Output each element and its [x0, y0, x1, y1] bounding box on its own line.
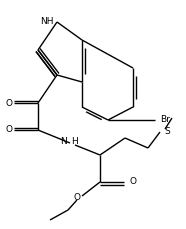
Text: O: O — [129, 177, 136, 186]
Text: H: H — [71, 136, 78, 145]
Text: O: O — [73, 193, 81, 202]
Text: S: S — [164, 128, 170, 136]
Text: NH: NH — [41, 16, 54, 25]
Text: O: O — [6, 98, 12, 107]
Text: N: N — [60, 136, 67, 145]
Text: Br: Br — [160, 115, 170, 125]
Text: O: O — [6, 125, 12, 134]
